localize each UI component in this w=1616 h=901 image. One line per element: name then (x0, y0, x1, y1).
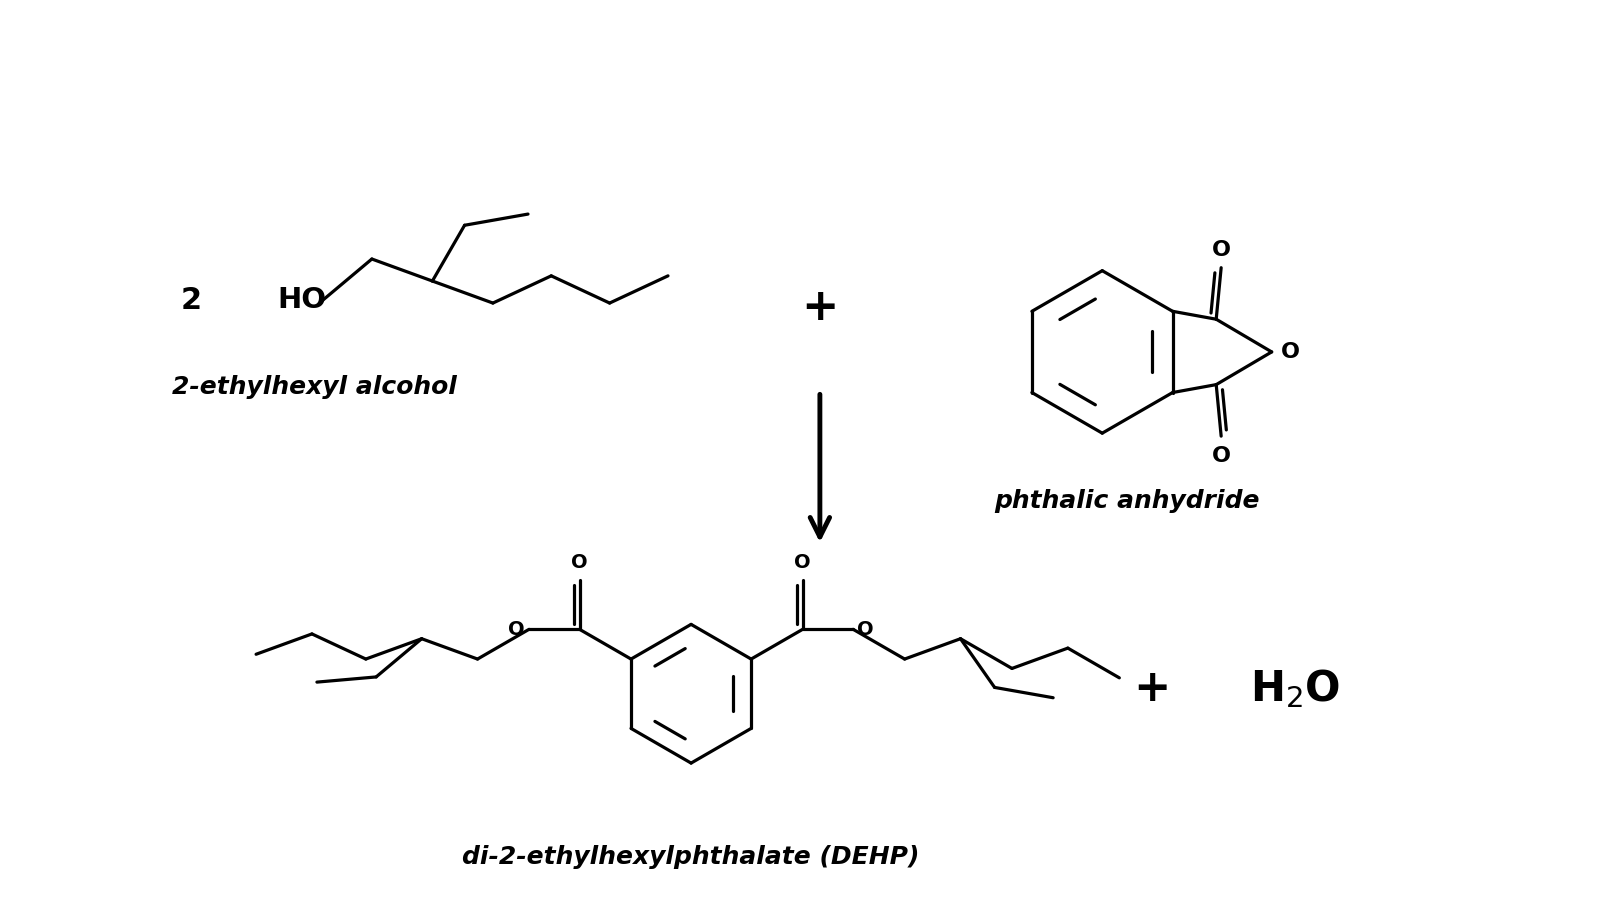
Text: O: O (795, 553, 811, 572)
Text: 2-ethylhexyl alcohol: 2-ethylhexyl alcohol (173, 375, 457, 398)
Text: O: O (1212, 240, 1231, 259)
Text: O: O (1212, 446, 1231, 466)
Text: H$_2$O: H$_2$O (1251, 668, 1341, 710)
Text: 2: 2 (181, 286, 202, 315)
Text: O: O (1280, 341, 1299, 362)
Text: HO: HO (276, 287, 326, 314)
Text: O: O (570, 553, 588, 572)
Text: O: O (509, 620, 525, 639)
Text: phthalic anhydride: phthalic anhydride (994, 488, 1260, 513)
Text: +: + (802, 286, 839, 329)
Text: di-2-ethylhexylphthalate (DEHP): di-2-ethylhexylphthalate (DEHP) (462, 845, 920, 869)
Text: O: O (856, 620, 874, 639)
Text: +: + (1133, 668, 1170, 710)
